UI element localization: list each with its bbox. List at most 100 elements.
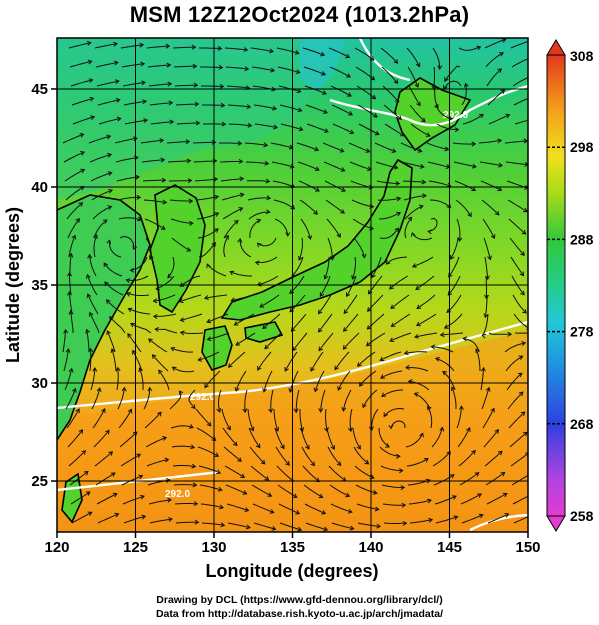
streamline — [504, 342, 526, 353]
streamline — [463, 337, 480, 353]
streamline — [292, 332, 308, 351]
streamline-arrowhead — [262, 324, 267, 330]
streamline-arrowhead — [68, 252, 74, 258]
streamline — [349, 161, 372, 171]
streamline-arrowhead — [78, 429, 84, 434]
figure-title: MSM 12Z12Oct2024 (1013.2hPa) — [129, 2, 470, 27]
streamline-arrowhead — [298, 255, 303, 261]
colorbar-min-arrow — [546, 515, 566, 532]
streamline-arrowhead — [171, 366, 177, 372]
streamline-arrowhead — [524, 161, 528, 167]
streamline — [297, 161, 320, 171]
streamline — [273, 199, 295, 210]
streamline-arrowhead — [519, 271, 525, 277]
streamline — [509, 432, 528, 448]
streamline — [428, 180, 451, 187]
streamline-arrowhead — [430, 344, 436, 350]
streamline — [291, 313, 307, 332]
streamline-arrowhead — [318, 346, 323, 352]
streamline-arrowhead — [467, 212, 472, 218]
streamline — [303, 484, 323, 498]
streamline-arrowhead — [155, 285, 161, 291]
streamline-arrowhead — [457, 237, 463, 242]
streamline — [71, 511, 92, 524]
streamline-arrowhead — [214, 452, 220, 457]
streamline-arrowhead — [142, 99, 148, 105]
streamline-arrowhead — [501, 38, 507, 43]
streamline-arrowhead — [71, 387, 77, 393]
streamline-arrowhead — [293, 408, 299, 414]
streamline — [64, 169, 85, 182]
streamline — [65, 186, 85, 201]
streamline — [434, 495, 457, 505]
streamline — [409, 104, 426, 122]
streamline — [204, 294, 228, 299]
streamline-arrowhead — [475, 348, 480, 354]
streamline — [272, 180, 295, 188]
streamline-arrowhead — [471, 141, 477, 147]
streamline — [295, 389, 300, 413]
y-tick-label: 30 — [31, 375, 48, 392]
streamline-arrowhead — [483, 313, 489, 319]
streamline-arrowhead — [361, 253, 367, 259]
streamline — [248, 427, 261, 448]
streamline — [173, 484, 197, 486]
streamline-arrowhead — [390, 322, 396, 327]
streamline — [174, 503, 198, 505]
streamline — [406, 47, 420, 67]
streamline-arrowhead — [66, 271, 72, 277]
streamline — [144, 411, 162, 429]
streamline-arrowhead — [216, 469, 222, 475]
streamline-arrowhead — [396, 211, 402, 217]
streamline — [67, 218, 80, 239]
streamline-arrowhead — [71, 234, 77, 240]
streamline-arrowhead — [86, 40, 92, 46]
streamline-arrowhead — [206, 336, 212, 342]
streamline-arrowhead — [179, 317, 185, 323]
streamline-arrowhead — [521, 230, 527, 235]
streamline-arrowhead — [490, 407, 495, 413]
streamline-arrowhead — [477, 493, 482, 498]
streamline — [146, 459, 169, 467]
streamline — [172, 465, 196, 468]
streamline — [234, 313, 255, 326]
streamline — [436, 123, 459, 131]
streamline — [224, 465, 245, 478]
streamline — [279, 104, 302, 112]
streamline — [122, 495, 145, 505]
streamline — [512, 495, 528, 505]
streamline-arrowhead — [214, 194, 220, 200]
streamline-arrowhead — [237, 140, 243, 146]
streamline-arrowhead — [349, 525, 355, 531]
streamline-arrowhead — [240, 473, 246, 478]
streamline — [435, 516, 458, 524]
streamline — [155, 328, 178, 334]
streamline-arrowhead — [497, 186, 503, 192]
streamline — [356, 85, 376, 100]
streamline-arrowhead — [106, 239, 112, 245]
streamline — [481, 313, 489, 336]
streamline — [332, 123, 354, 134]
streamline-arrowhead — [394, 227, 400, 233]
streamline — [507, 199, 528, 213]
streamline — [416, 294, 436, 309]
streamline-arrowhead — [400, 131, 405, 137]
streamline-arrowhead — [498, 162, 504, 168]
streamline — [346, 275, 357, 297]
streamline — [381, 484, 405, 489]
streamline — [414, 332, 438, 338]
streamline — [302, 465, 320, 482]
streamline — [90, 172, 112, 182]
streamline-arrowhead — [500, 472, 506, 477]
streamline-arrowhead — [401, 502, 407, 508]
streamline-arrowhead — [339, 148, 345, 153]
x-tick-label: 125 — [123, 539, 148, 556]
streamline — [475, 348, 481, 372]
x-tick-label: 145 — [437, 539, 462, 556]
streamline — [252, 503, 274, 514]
streamline-arrowhead — [127, 408, 133, 414]
streamline-arrowhead — [246, 104, 252, 110]
streamline-arrowhead — [393, 164, 399, 170]
streamline — [255, 256, 278, 264]
